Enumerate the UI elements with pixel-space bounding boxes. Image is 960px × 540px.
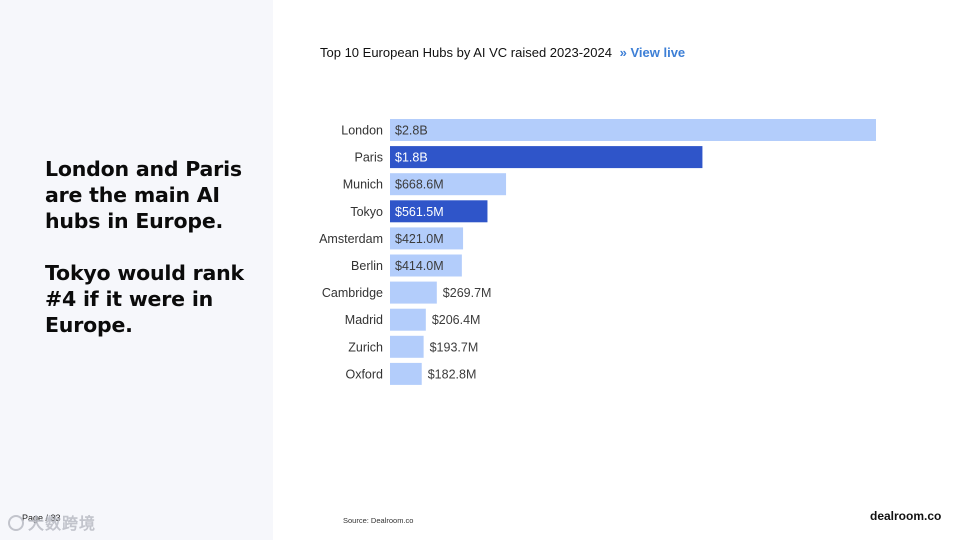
value-label-oxford: $182.8M	[428, 367, 477, 381]
category-label-amsterdam: Amsterdam	[319, 232, 383, 246]
category-label-london: London	[341, 124, 383, 138]
chevron-double-right-icon: »	[619, 45, 627, 60]
watermark: 大数跨境	[8, 510, 96, 534]
category-label-tokyo: Tokyo	[350, 205, 383, 219]
source-note: Source: Dealroom.co	[343, 516, 414, 525]
bar-amsterdam[interactable]	[390, 227, 464, 250]
category-label-madrid: Madrid	[345, 313, 383, 327]
chart-header: Top 10 European Hubs by AI VC raised 202…	[320, 45, 685, 60]
value-label-cambridge: $269.7M	[443, 286, 492, 300]
watermark-logo-icon	[8, 515, 24, 531]
bar-zurich[interactable]	[390, 335, 424, 358]
category-label-berlin: Berlin	[351, 259, 383, 273]
bar-madrid[interactable]	[390, 308, 426, 331]
value-label-london: $2.8B	[395, 124, 428, 138]
value-label-paris: $1.8B	[395, 151, 428, 165]
category-label-cambridge: Cambridge	[322, 286, 383, 300]
headline: London and Paris are the main AI hubs in…	[45, 156, 260, 338]
value-label-tokyo: $561.5M	[395, 205, 444, 219]
value-label-madrid: $206.4M	[432, 313, 481, 327]
page-number: Page / 33	[22, 513, 61, 523]
brand-logo: dealroom.co	[870, 509, 942, 523]
category-label-munich: Munich	[343, 178, 383, 192]
chart-title: Top 10 European Hubs by AI VC raised 202…	[320, 45, 612, 60]
headline-line-2: Tokyo would rank #4 if it were in Europe…	[45, 261, 244, 337]
bar-chart: London $2.8B Paris $1.8B Munich $668.6M Tokyo $…	[319, 119, 876, 385]
view-live-label: View live	[630, 45, 686, 60]
view-live-link[interactable]: » View live	[620, 45, 686, 60]
bar-cambridge[interactable]	[390, 281, 437, 304]
left-panel: London and Paris are the main AI hubs in…	[0, 0, 273, 540]
bar-london[interactable]	[390, 119, 876, 141]
headline-line-1: London and Paris are the main AI hubs in…	[45, 157, 242, 233]
bar-oxford[interactable]	[390, 362, 422, 385]
watermark-text: 大数跨境	[28, 514, 97, 533]
category-label-oxford: Oxford	[345, 367, 383, 381]
value-label-amsterdam: $421.0M	[395, 232, 444, 246]
value-label-munich: $668.6M	[395, 178, 444, 192]
category-label-paris: Paris	[355, 151, 383, 165]
bar-paris[interactable]	[390, 146, 703, 169]
bar-munich[interactable]	[390, 173, 507, 196]
bar-berlin[interactable]	[390, 254, 462, 277]
value-label-berlin: $414.0M	[395, 259, 444, 273]
bar-tokyo[interactable]	[390, 200, 488, 223]
category-label-zurich: Zurich	[348, 340, 383, 354]
value-label-zurich: $193.7M	[430, 340, 479, 354]
